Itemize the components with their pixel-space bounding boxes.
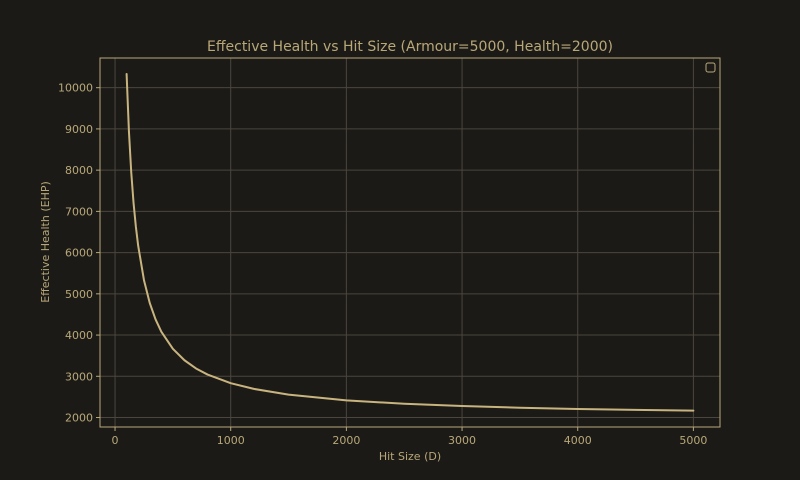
x-tick-label: 3000 — [448, 434, 476, 447]
y-tick-label: 10000 — [58, 82, 93, 95]
y-tick-label: 5000 — [65, 288, 93, 301]
x-tick-label: 2000 — [332, 434, 360, 447]
y-tick-label: 8000 — [65, 164, 93, 177]
legend-box — [705, 62, 716, 73]
chart-title: Effective Health vs Hit Size (Armour=500… — [207, 39, 613, 55]
x-tick-label: 0 — [112, 434, 119, 447]
x-tick-label: 4000 — [564, 434, 592, 447]
y-tick-label: 3000 — [65, 370, 93, 383]
y-tick-label: 2000 — [65, 412, 93, 425]
y-tick-label: 4000 — [65, 329, 93, 342]
x-tick-label: 1000 — [217, 434, 245, 447]
grid — [100, 58, 720, 427]
y-tick-label: 6000 — [65, 247, 93, 260]
y-tick-label: 7000 — [65, 205, 93, 218]
plot-frame — [99, 57, 721, 428]
y-axis-label: Effective Health (EHP) — [39, 181, 52, 303]
series-line-0 — [125, 72, 695, 412]
y-axis: 2000 3000 4000 5000 6000 7000 8000 9000 10000 — [58, 82, 100, 425]
x-tick-label: 5000 — [679, 434, 707, 447]
x-axis-label: Hit Size (D) — [379, 450, 441, 463]
y-tick-label: 9000 — [65, 123, 93, 136]
series-layer — [125, 72, 695, 412]
x-axis: 0 1000 2000 3000 4000 5000 — [112, 427, 707, 447]
